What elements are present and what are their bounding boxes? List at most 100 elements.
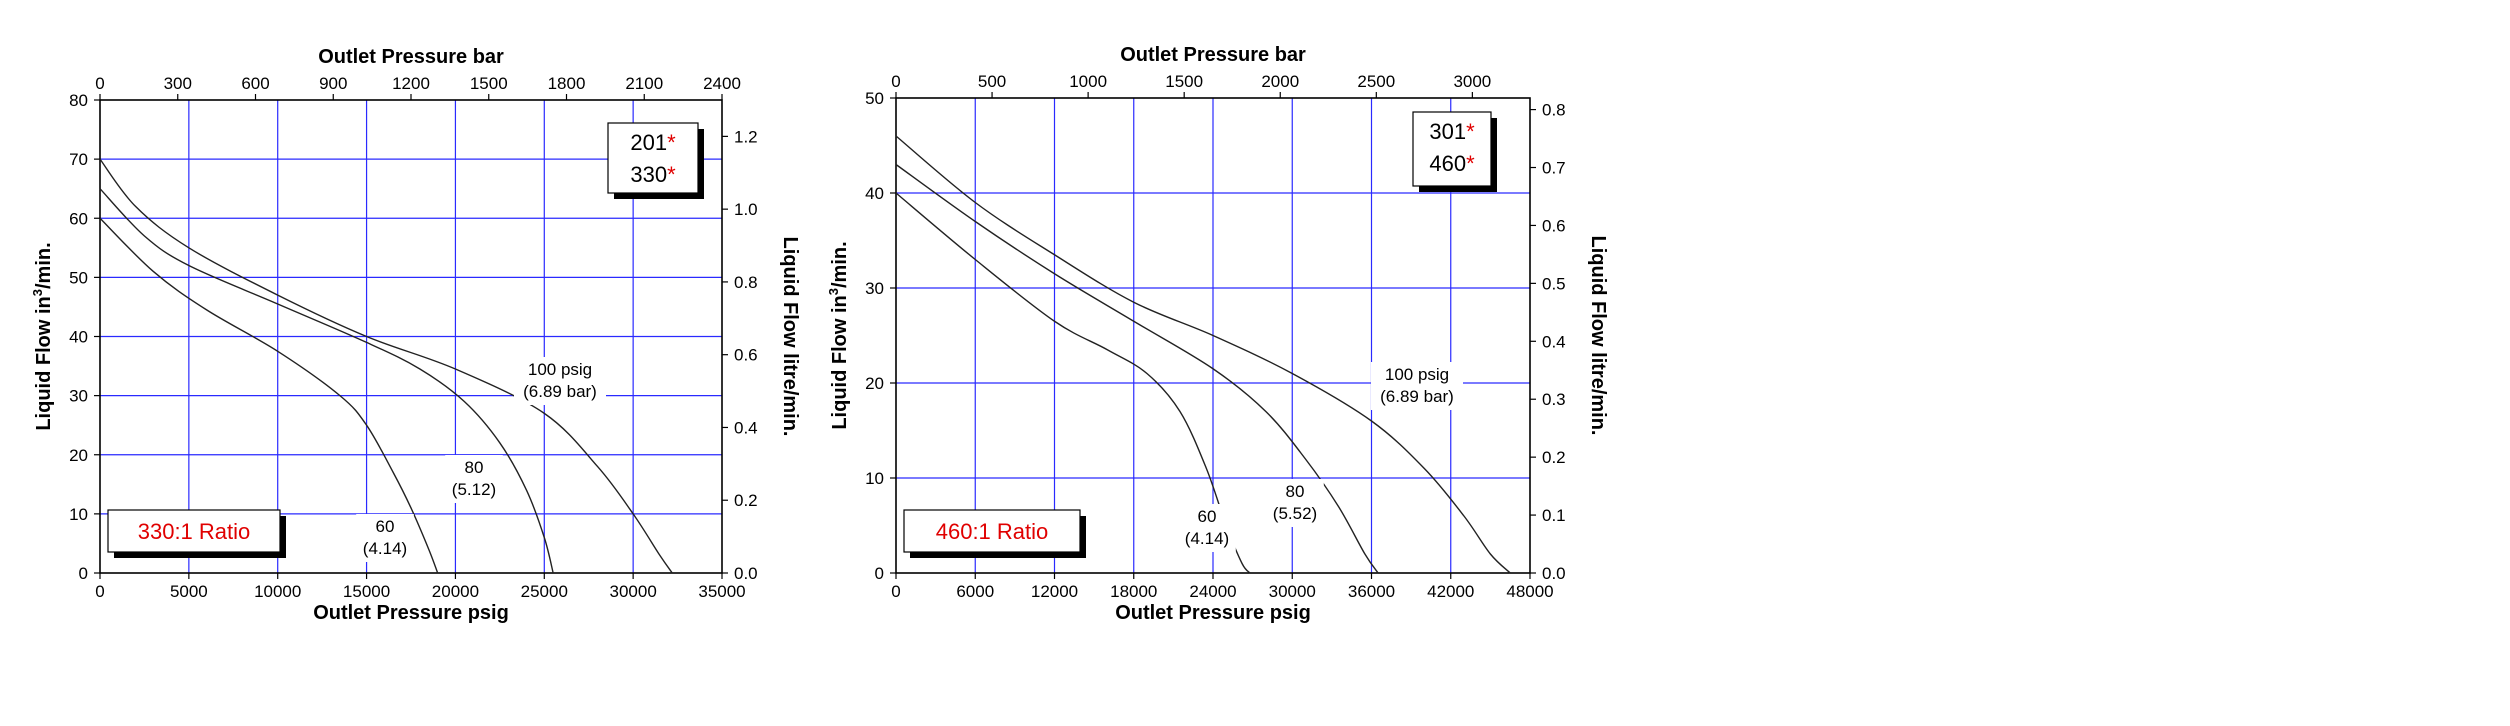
top-tick-label: 2400 xyxy=(703,74,741,93)
bottom-tick-label: 5000 xyxy=(170,582,208,601)
left-axis-title-sup: 3 xyxy=(826,288,841,295)
chart-1: 0 5000 10000 15000 20000 25000 30000 35000Outle… xyxy=(30,46,801,624)
right-tick-label: 0.2 xyxy=(734,491,758,510)
series-label-text: 100 psig xyxy=(528,360,592,379)
series-label-bg xyxy=(1266,479,1324,527)
model-number-text: 460 xyxy=(1429,151,1466,176)
left-tick-label: 30 xyxy=(865,279,884,298)
series-label-3: 60 (4.14) xyxy=(356,514,414,562)
top-tick-label: 300 xyxy=(164,74,192,93)
series-label-text: (4.14) xyxy=(363,539,407,558)
bottom-tick-label: 0 xyxy=(95,582,104,601)
left-tick-label: 60 xyxy=(69,209,88,228)
left-tick-label: 10 xyxy=(865,469,884,488)
chart-2: 0 6000 12000 18000 24000 30000 36000 42000 48000… xyxy=(826,44,1609,624)
series-label-text: (5.12) xyxy=(452,480,496,499)
top-axis-title: Outlet Pressure bar xyxy=(318,46,504,68)
top-tick-label: 500 xyxy=(978,72,1006,91)
model-number: 460* xyxy=(1429,151,1475,176)
model-number-text: 330 xyxy=(630,162,667,187)
left-tick-label: 40 xyxy=(69,328,88,347)
bottom-tick-label: 36000 xyxy=(1348,582,1395,601)
left-axis-title-part: /min. xyxy=(33,242,55,289)
series-label-2: 80 (5.52) xyxy=(1266,479,1324,527)
top-tick-label: 1200 xyxy=(392,74,430,93)
left-tick-label: 30 xyxy=(69,387,88,406)
left-tick-label: 0 xyxy=(79,564,88,583)
series-label-text: 80 xyxy=(465,458,484,477)
model-number-star: * xyxy=(667,162,676,187)
left-axis-title: Liquid Flow in3/min. xyxy=(826,241,851,429)
bottom-tick-label: 10000 xyxy=(254,582,301,601)
right-tick-label: 0.2 xyxy=(1542,448,1566,467)
bottom-tick-label: 25000 xyxy=(521,582,568,601)
top-tick-label: 2100 xyxy=(625,74,663,93)
model-number: 330* xyxy=(630,162,676,187)
bottom-axis-title: Outlet Pressure psig xyxy=(313,602,509,624)
top-tick-label: 1500 xyxy=(1165,72,1203,91)
bottom-tick-label: 15000 xyxy=(343,582,390,601)
bottom-tick-label: 35000 xyxy=(698,582,745,601)
top-tick-label: 2500 xyxy=(1357,72,1395,91)
bottom-tick-label: 30000 xyxy=(610,582,657,601)
series-label-text: 100 psig xyxy=(1385,365,1449,384)
left-axis-title-part: Liquid Flow in xyxy=(829,295,851,429)
bottom-tick-label: 0 xyxy=(891,582,900,601)
right-tick-label: 1.2 xyxy=(734,127,758,146)
top-tick-label: 2000 xyxy=(1261,72,1299,91)
left-tick-label: 50 xyxy=(865,89,884,108)
right-tick-label: 0.3 xyxy=(1542,390,1566,409)
ratio-box xyxy=(903,509,1081,553)
right-tick-label: 1.0 xyxy=(734,200,758,219)
top-tick-label: 0 xyxy=(95,74,104,93)
model-number: 301* xyxy=(1429,119,1475,144)
series-line-2 xyxy=(895,163,1379,574)
model-number-star: * xyxy=(1466,151,1475,176)
bottom-tick-label: 18000 xyxy=(1110,582,1157,601)
bottom-tick-label: 20000 xyxy=(432,582,479,601)
bottom-tick-label: 48000 xyxy=(1506,582,1553,601)
bottom-tick-label: 42000 xyxy=(1427,582,1474,601)
model-number: 201* xyxy=(630,130,676,155)
series-label-bg xyxy=(445,455,503,503)
bottom-tick-label: 12000 xyxy=(1031,582,1078,601)
left-axis-title-part: /min. xyxy=(829,241,851,288)
series-label-3: 60 (4.14) xyxy=(1178,504,1236,552)
series-label-text: 60 xyxy=(376,517,395,536)
series-label-bg xyxy=(356,514,414,562)
series-line-3 xyxy=(99,217,439,574)
top-tick-label: 3000 xyxy=(1453,72,1491,91)
series-label-text: (6.89 bar) xyxy=(523,382,597,401)
series-label-1: 100 psig (6.89 bar) xyxy=(514,357,606,405)
left-tick-label: 0 xyxy=(875,564,884,583)
series-label-text: (5.52) xyxy=(1273,504,1317,523)
top-tick-label: 900 xyxy=(319,74,347,93)
left-axis-title-sup: 3 xyxy=(30,289,45,296)
top-tick-label: 1800 xyxy=(548,74,586,93)
model-number-text: 301 xyxy=(1429,119,1466,144)
model-number-text: 201 xyxy=(630,130,667,155)
series-label-text: 80 xyxy=(1286,482,1305,501)
bottom-tick-label: 24000 xyxy=(1189,582,1236,601)
series-label-bg xyxy=(1371,362,1463,410)
right-axis-title: Liquid Flow litre/min. xyxy=(1587,236,1609,436)
top-tick-label: 0 xyxy=(891,72,900,91)
right-tick-label: 0.0 xyxy=(734,564,758,583)
model-number-star: * xyxy=(667,130,676,155)
top-tick-label: 1500 xyxy=(470,74,508,93)
top-axis-title: Outlet Pressure bar xyxy=(1120,44,1306,66)
left-tick-label: 20 xyxy=(865,374,884,393)
ratio-label: 460:1 Ratio xyxy=(936,519,1049,544)
right-tick-label: 0.8 xyxy=(734,273,758,292)
right-tick-label: 0.4 xyxy=(1542,332,1566,351)
series-label-text: (4.14) xyxy=(1185,529,1229,548)
left-tick-label: 20 xyxy=(69,446,88,465)
model-box xyxy=(1412,111,1492,187)
series-label-bg xyxy=(514,357,606,405)
left-tick-label: 40 xyxy=(865,184,884,203)
left-tick-label: 10 xyxy=(69,505,88,524)
series-line-2 xyxy=(99,188,554,574)
model-box xyxy=(607,122,699,194)
series-label-1: 100 psig (6.89 bar) xyxy=(1371,362,1463,410)
